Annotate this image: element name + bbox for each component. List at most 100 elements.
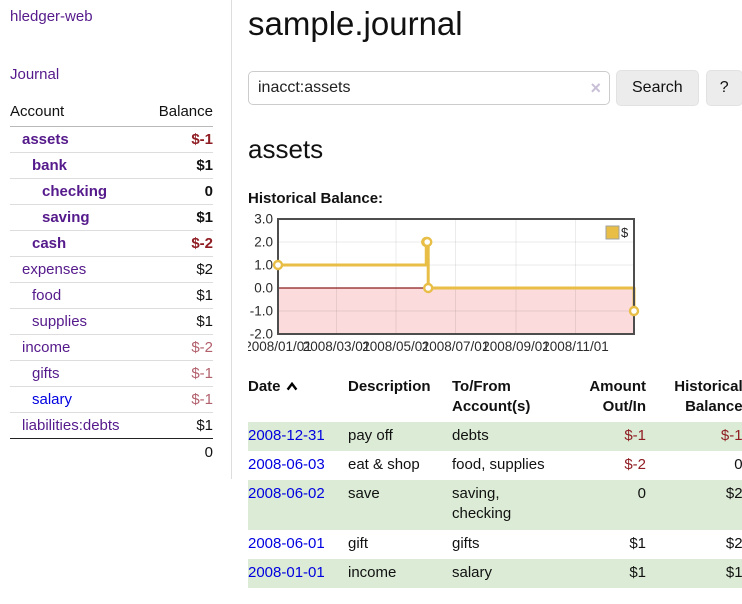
- account-link-liabilities-debts[interactable]: liabilities:debts: [22, 417, 120, 434]
- column-header-balance: Historical Balance: [674, 378, 742, 416]
- data-point-marker: [423, 282, 434, 294]
- y-axis-tick-label: 3.0: [254, 214, 273, 227]
- x-axis-tick-label: 2008/11/01: [542, 339, 609, 354]
- account-link-bank[interactable]: bank: [32, 157, 68, 174]
- transaction-accounts: salary: [452, 563, 493, 581]
- sort-ascending-icon: [286, 381, 297, 391]
- main-content: sample.journal × Search ? assets Histori…: [232, 0, 742, 604]
- account-balance: $1: [145, 308, 213, 335]
- account-row: assets $-1: [10, 126, 213, 153]
- app-title-link[interactable]: hledger-web: [10, 8, 93, 25]
- account-row: expenses $2: [10, 256, 213, 283]
- account-row: bank $1: [10, 152, 213, 179]
- data-point-marker: [628, 305, 640, 317]
- x-axis-tick-label: 2008/07/01: [422, 339, 490, 354]
- account-row: income $-2: [10, 334, 213, 361]
- y-axis-tick-label: -2.0: [250, 327, 273, 342]
- transaction-amount: 0: [637, 485, 646, 502]
- account-link-saving[interactable]: saving: [42, 209, 90, 226]
- transaction-accounts: gifts: [452, 534, 480, 552]
- accounts-total-value: 0: [145, 438, 213, 465]
- account-heading: assets: [248, 134, 324, 164]
- transaction-accounts: debts: [452, 426, 489, 444]
- account-link-gifts[interactable]: gifts: [32, 365, 60, 382]
- y-axis-tick-label: -1.0: [250, 304, 273, 319]
- accounts-table: Account Balance assets $-1 bank $1 checking 0…: [10, 99, 213, 465]
- search-input[interactable]: [248, 71, 610, 105]
- help-button[interactable]: ?: [705, 70, 742, 106]
- account-link-checking[interactable]: checking: [42, 183, 108, 200]
- account-balance: $-1: [145, 360, 213, 387]
- search-button[interactable]: Search: [616, 70, 699, 106]
- account-balance: $2: [145, 256, 213, 283]
- column-header-accounts: To/From Account(s): [452, 378, 531, 416]
- legend-label: $: [621, 225, 629, 240]
- transaction-amount: $1: [629, 563, 646, 581]
- account-balance: $-1: [145, 126, 213, 153]
- transaction-description: pay off: [348, 426, 393, 444]
- data-point-marker: [272, 259, 284, 271]
- register-header-row: Date Description To/From Account(s) Amou…: [248, 375, 742, 422]
- account-row: gifts $-1: [10, 360, 213, 387]
- account-row: liabilities:debts $1: [10, 413, 213, 439]
- y-axis-tick-label: 2.0: [254, 235, 273, 250]
- account-row: saving $1: [10, 204, 213, 231]
- transaction-amount: $-2: [624, 455, 646, 473]
- account-link-assets[interactable]: assets: [22, 131, 69, 148]
- transaction-date-link[interactable]: 2008-12-31: [248, 426, 325, 444]
- account-balance: $-1: [145, 386, 213, 413]
- account-row: checking 0: [10, 178, 213, 205]
- account-row: food $1: [10, 282, 213, 309]
- register-table: Date Description To/From Account(s) Amou…: [248, 375, 742, 588]
- transaction-amount: $1: [629, 534, 646, 552]
- account-link-food[interactable]: food: [32, 287, 62, 304]
- account-link-income[interactable]: income: [22, 339, 71, 356]
- account-link-salary[interactable]: salary: [32, 391, 73, 408]
- column-header-amount: Amount Out/In: [589, 378, 646, 416]
- accounts-total-row: 0: [10, 438, 213, 465]
- account-balance: $1: [145, 282, 213, 309]
- historical-balance-chart: $3.0 2.0 1.0 0.0 -1.0 -2.0 2008/01/01 2008/03/0…: [244, 212, 742, 363]
- transaction-description: save: [348, 485, 380, 502]
- x-axis-tick-label: 2008/09/01: [482, 339, 550, 354]
- transaction-date-link[interactable]: 2008-01-01: [248, 563, 325, 581]
- transaction-amount: $-1: [624, 426, 646, 444]
- accounts-header-balance: Balance: [145, 99, 213, 127]
- table-row: 2008-12-31 pay off debts $-1 $-1: [248, 421, 742, 451]
- transaction-date-link[interactable]: 2008-06-03: [248, 455, 325, 473]
- column-header-date[interactable]: Date: [248, 375, 348, 422]
- transaction-balance: $-1: [720, 426, 742, 444]
- column-header-description: Description: [348, 378, 431, 395]
- transaction-date-link[interactable]: 2008-06-02: [248, 485, 325, 502]
- transaction-date-link[interactable]: 2008-06-01: [248, 534, 325, 552]
- transaction-balance: $2: [725, 534, 742, 552]
- plot-border: [277, 218, 635, 335]
- search-box: ×: [248, 71, 610, 105]
- transaction-description: income: [348, 563, 397, 581]
- chart-label: Historical Balance:: [248, 190, 384, 207]
- account-balance: $1: [145, 204, 213, 231]
- account-link-expenses[interactable]: expenses: [22, 261, 87, 278]
- transaction-balance: $2: [725, 485, 742, 502]
- account-balance: $-2: [145, 230, 213, 257]
- account-link-supplies[interactable]: supplies: [32, 313, 88, 330]
- legend-swatch: [605, 225, 620, 240]
- sidebar-item-journal[interactable]: Journal: [10, 66, 60, 83]
- table-row: 2008-06-02 save saving, checking 0 $2: [248, 480, 742, 530]
- table-row: 2008-01-01 income salary $1 $1: [248, 558, 742, 588]
- clear-search-icon[interactable]: ×: [590, 78, 601, 98]
- account-balance: $-2: [145, 334, 213, 361]
- chart-svg: $3.0 2.0 1.0 0.0 -1.0 -2.02008/01/012008/03/0…: [244, 212, 640, 354]
- page-title: sample.journal: [248, 5, 463, 42]
- account-balance: $1: [196, 417, 213, 434]
- search-form: × Search ?: [248, 70, 742, 106]
- transaction-balance: $1: [725, 563, 742, 581]
- transaction-accounts: food, supplies: [452, 455, 545, 473]
- negative-region: [278, 288, 634, 334]
- accounts-header-account: Account: [10, 99, 146, 127]
- account-row: supplies $1: [10, 308, 213, 335]
- y-axis-tick-label: 1.0: [254, 258, 273, 273]
- account-link-cash[interactable]: cash: [32, 235, 67, 252]
- account-row: salary $-1: [10, 386, 213, 413]
- sidebar: hledger-web Journal Account Balance asse…: [0, 0, 232, 479]
